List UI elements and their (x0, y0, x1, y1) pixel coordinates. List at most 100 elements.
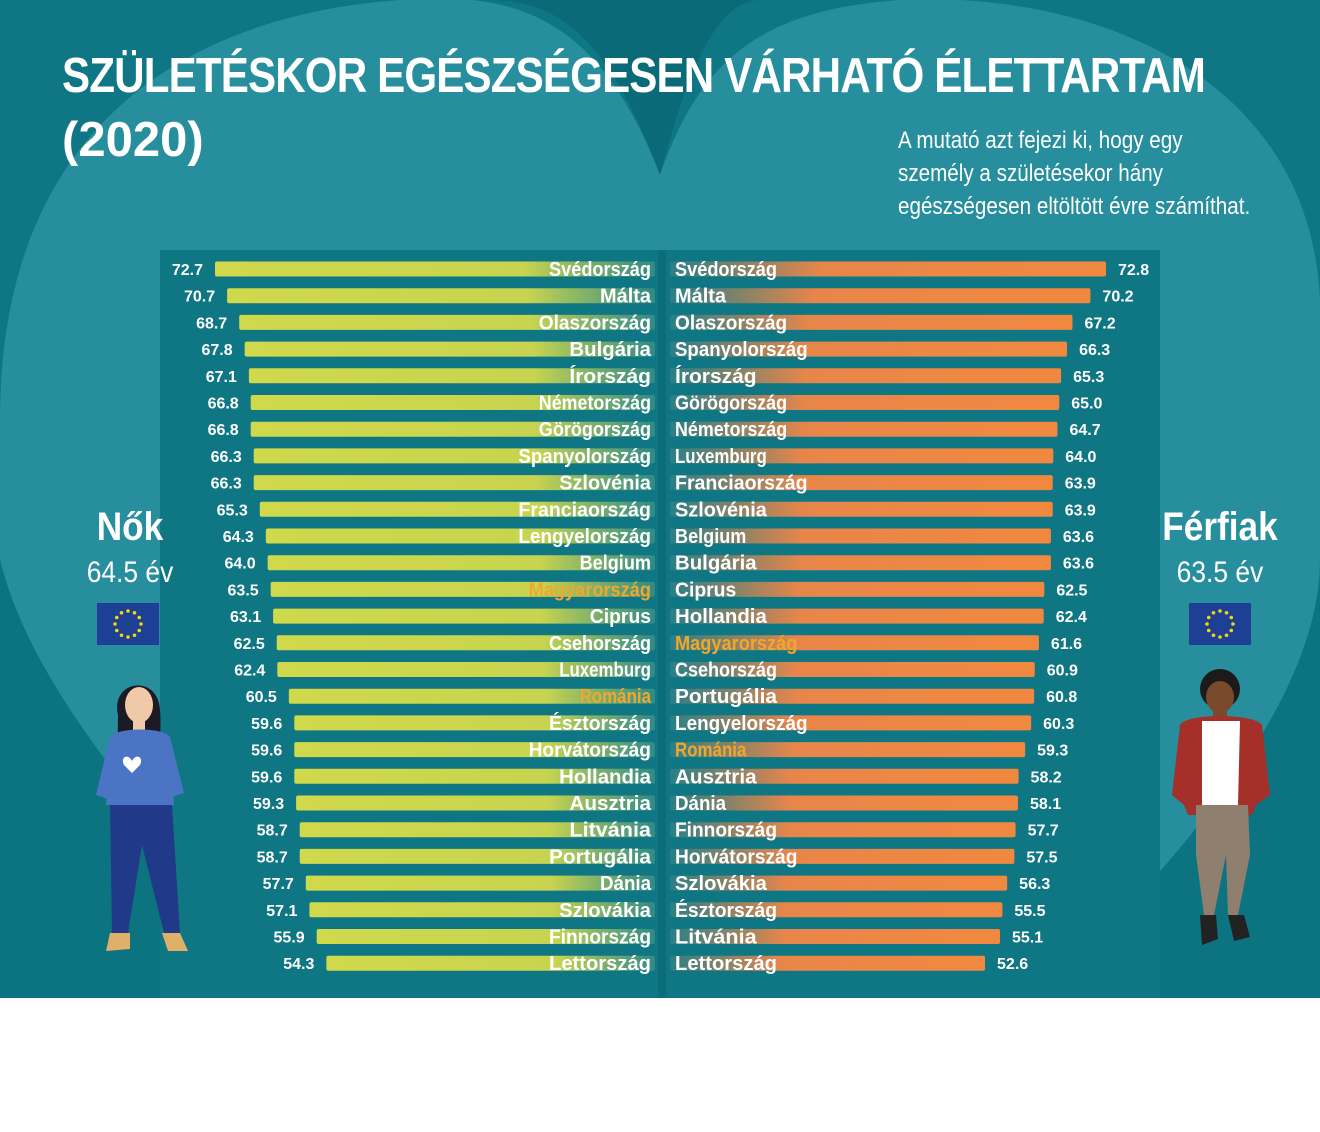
men-value-label: 60.9 (1047, 663, 1078, 680)
men-value-label: 63.6 (1063, 556, 1094, 573)
women-bar (276, 635, 655, 651)
women-bar (239, 314, 655, 330)
eu-star (1218, 635, 1222, 639)
men-bar (670, 581, 1045, 597)
eu-star (1229, 628, 1234, 633)
women-value-label: 64.3 (223, 529, 254, 546)
men-bar (670, 368, 1062, 384)
men-country-label: Észtország (675, 899, 777, 922)
women-country-label: Lettország (549, 953, 651, 975)
women-bar (265, 528, 655, 544)
women-country-label: Spanyolország (518, 446, 651, 468)
men-value-label: 60.3 (1043, 716, 1074, 733)
man-figure-icon (1172, 669, 1270, 945)
women-bar (294, 768, 655, 784)
men-country-label: Lettország (675, 953, 777, 975)
women-value-label: 63.1 (230, 609, 261, 626)
men-country-label: Portugália (675, 686, 778, 708)
women-country-label: Németország (539, 393, 651, 415)
women-value-label: 64.0 (225, 556, 256, 573)
men-value-label: 60.8 (1046, 689, 1077, 706)
eu-star (126, 635, 130, 639)
men-value-label: 64.0 (1065, 449, 1096, 466)
men-value-label: 58.1 (1030, 796, 1061, 813)
men-bar (670, 288, 1091, 304)
men-country-label: Szlovénia (675, 499, 768, 521)
men-bar (670, 715, 1032, 731)
men-value-label: 55.5 (1014, 903, 1045, 920)
women-country-label: Magyarország (529, 579, 651, 601)
woman-figure-icon (96, 685, 188, 951)
women-bar (253, 475, 655, 491)
women-bar (253, 448, 655, 464)
women-bar (305, 875, 655, 891)
men-bar (670, 448, 1054, 464)
women-country-label: Észtország (549, 712, 651, 735)
men-bar (670, 902, 1003, 918)
men-bar (670, 528, 1051, 544)
men-country-label: Ciprus (675, 579, 736, 601)
women-value-label: 60.5 (246, 689, 277, 706)
women-country-label: Finnország (549, 927, 651, 949)
women-bar (244, 341, 655, 357)
women-bar (259, 501, 655, 517)
women-bar (273, 608, 655, 624)
men-country-label: Ausztria (675, 766, 758, 788)
men-bar (670, 421, 1058, 437)
women-bar (267, 555, 655, 571)
men-bar (670, 341, 1068, 357)
women-country-label: Olaszország (539, 312, 651, 334)
men-value-label: 56.3 (1019, 876, 1050, 893)
men-bar (670, 635, 1039, 651)
men-country-label: Bulgária (675, 553, 757, 575)
women-bar (316, 929, 655, 944)
women-country-label: Bulgária (569, 339, 651, 361)
page-title: SZÜLETÉSKOR EGÉSZSÉGESEN VÁRHATÓ ÉLETTAR… (62, 49, 1206, 103)
men-bar (670, 768, 1019, 784)
men-bar (670, 261, 1106, 277)
women-bar (227, 288, 655, 304)
women-bar (250, 395, 656, 410)
men-value-label: 62.5 (1056, 582, 1087, 599)
women-value-label: 72.7 (172, 262, 203, 279)
women-country-label: Horvátország (529, 740, 651, 762)
women-bar (294, 715, 655, 731)
men-country-label: Málta (675, 286, 727, 308)
eu-star (114, 628, 119, 633)
eu-star (139, 622, 143, 626)
women-country-label: Luxemburg (559, 660, 651, 682)
eu-star (1205, 622, 1209, 626)
men-country-label: Magyarország (675, 633, 797, 655)
men-value-label: 52.6 (997, 956, 1028, 973)
women-country-label: Románia (580, 686, 652, 708)
women-country-label: Franciaország (518, 499, 651, 521)
men-bar (670, 314, 1073, 330)
women-country-label: Csehország (549, 633, 651, 655)
men-country-label: Spanyolország (675, 339, 808, 361)
women-value-label: 66.8 (208, 422, 239, 439)
women-country-label: Szlovákia (559, 900, 652, 922)
men-value-label: 66.3 (1079, 342, 1110, 359)
women-bar (215, 261, 655, 277)
men-country-label: Belgium (675, 526, 746, 548)
men-value-label: 63.9 (1065, 502, 1096, 519)
men-value-label: 61.6 (1051, 636, 1082, 653)
women-country-label: Ausztria (569, 793, 652, 815)
men-country-label: Hollandia (675, 606, 768, 628)
men-bar (670, 608, 1044, 624)
women-country-label: Szlovénia (559, 473, 652, 495)
women-label: Nők (96, 505, 164, 549)
men-value-label: 55.1 (1012, 930, 1043, 947)
women-country-label: Lengyelország (518, 526, 651, 548)
men-bar (670, 395, 1060, 410)
women-bar (294, 742, 655, 758)
eu-star (1224, 633, 1229, 638)
men-country-label: Finnország (675, 820, 777, 842)
men-bar (670, 795, 1018, 811)
men-country-label: Svédország (675, 259, 777, 281)
men-value-label: 62.4 (1056, 609, 1087, 626)
eu-star (1211, 610, 1216, 615)
women-country-label: Málta (600, 286, 652, 308)
women-bar (250, 421, 656, 437)
women-value-label: 54.3 (283, 956, 314, 973)
